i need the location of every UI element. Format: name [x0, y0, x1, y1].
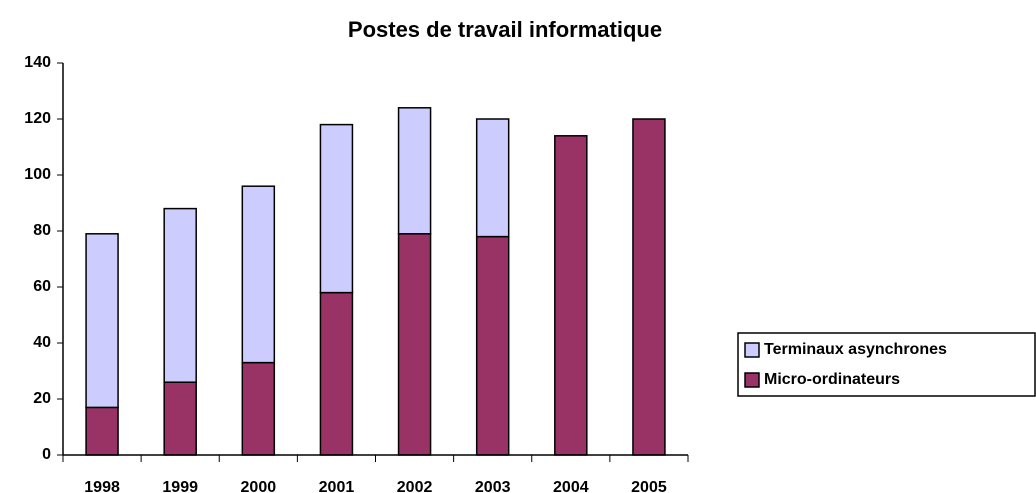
x-tick-label: 1999 [162, 479, 198, 493]
bar-segment [475, 235, 510, 456]
y-tick-label: 80 [33, 222, 51, 239]
x-tick-label: 2002 [397, 479, 433, 493]
x-tick-label: 1998 [84, 479, 120, 493]
bar-segment [397, 107, 432, 235]
legend-label: Micro-ordinateurs [764, 371, 900, 388]
y-tick-label: 20 [33, 390, 51, 407]
chart-title: Postes de travail informatique [348, 17, 662, 42]
y-tick-label: 120 [24, 110, 51, 127]
bar-segment [554, 135, 588, 456]
bar-segment [319, 291, 354, 456]
bar-segment [85, 233, 119, 409]
x-tick-label: 2004 [553, 479, 589, 493]
legend-box [737, 332, 1036, 397]
bar-segment [85, 406, 119, 456]
legend-label: Terminaux asynchrones [764, 341, 947, 358]
x-tick-label: 2000 [241, 479, 277, 493]
y-tick-label: 40 [33, 334, 51, 351]
y-tick-label: 0 [42, 446, 51, 463]
bar-segment [241, 185, 276, 364]
legend-swatch [744, 372, 760, 388]
y-tick-label: 100 [24, 166, 51, 183]
x-tick-label: 2005 [631, 479, 667, 493]
bar-segment [475, 118, 510, 238]
bar-segment [163, 207, 197, 383]
y-tick-label: 60 [33, 278, 51, 295]
bar-segment [241, 361, 276, 456]
x-tick-label: 2001 [319, 479, 355, 493]
bar-segment [632, 118, 666, 456]
bar-segment [319, 123, 354, 294]
legend-swatch [744, 342, 760, 358]
bar-segment [397, 233, 432, 456]
y-tick-label: 140 [24, 54, 51, 71]
bar-segment [163, 381, 197, 456]
x-tick-label: 2003 [475, 479, 511, 493]
